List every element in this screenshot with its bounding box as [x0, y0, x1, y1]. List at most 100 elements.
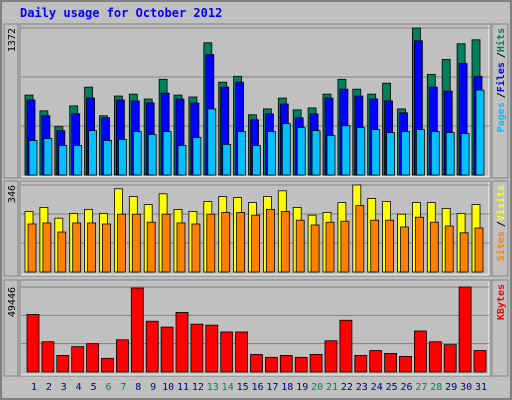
x-tick-label: 21 — [326, 382, 338, 393]
panel-bevel — [21, 25, 490, 178]
bar — [324, 340, 338, 373]
x-tick-label: 9 — [150, 382, 156, 393]
bar — [176, 222, 186, 273]
x-tick-label: 1 — [31, 382, 37, 393]
bar — [399, 355, 412, 373]
chart-title: Daily usage for October 2012 — [20, 6, 222, 20]
bar — [340, 220, 350, 273]
bar — [385, 219, 395, 273]
x-tick-label: 26 — [400, 382, 412, 393]
bar — [192, 137, 202, 176]
bar — [57, 231, 67, 273]
panel-bevel — [21, 281, 490, 376]
x-tick-label: 28 — [430, 382, 442, 393]
bar — [265, 208, 275, 273]
x-tick-label: 15 — [237, 382, 249, 393]
bar — [58, 145, 68, 176]
bar — [369, 350, 383, 373]
bar — [354, 355, 368, 373]
bar — [339, 319, 353, 373]
bar — [400, 226, 409, 273]
bar — [341, 125, 351, 176]
y-tick-label: 346 — [7, 185, 18, 203]
x-tick-label: 31 — [475, 382, 487, 393]
bar — [206, 213, 216, 273]
bar — [101, 357, 114, 373]
bar — [102, 223, 111, 273]
x-tick-label: 23 — [356, 382, 368, 393]
bar — [279, 355, 293, 373]
bar — [103, 140, 112, 176]
legend-entry: Files — [495, 62, 507, 92]
x-tick-label: 18 — [281, 382, 293, 393]
bar — [280, 211, 290, 273]
bar — [325, 221, 335, 273]
bar — [220, 331, 234, 373]
bar — [131, 213, 141, 273]
bar — [27, 223, 37, 273]
legend-separator: / — [496, 52, 507, 58]
bar — [28, 140, 38, 176]
bar — [117, 213, 126, 273]
bar — [41, 341, 55, 373]
bar — [295, 219, 305, 273]
legend-separator: / — [496, 221, 507, 227]
bar — [309, 354, 323, 373]
bar — [86, 343, 99, 373]
legend-entry: Sites — [495, 231, 507, 261]
bar — [72, 222, 82, 273]
x-tick-label: 19 — [296, 382, 308, 393]
panel-bevel — [21, 182, 490, 276]
bar — [191, 223, 201, 273]
bar — [326, 135, 336, 176]
bar — [415, 129, 425, 176]
legend-entry: KBytes — [496, 284, 507, 320]
bar — [384, 353, 398, 373]
bar — [386, 132, 396, 176]
x-tick-label: 2 — [46, 382, 52, 393]
x-tick-label: 14 — [222, 382, 234, 393]
bar — [460, 133, 470, 176]
bar — [443, 344, 457, 373]
bar — [71, 346, 85, 373]
legend-box — [491, 279, 509, 377]
x-tick-label: 24 — [371, 382, 383, 393]
bar — [311, 130, 321, 176]
bar — [445, 132, 455, 176]
axis-box — [3, 23, 19, 179]
legend-separator: / — [496, 92, 507, 98]
x-tick-label: 3 — [61, 382, 67, 393]
legend: KBytes — [496, 284, 507, 320]
x-tick-label: 27 — [415, 382, 427, 393]
bar — [458, 286, 472, 373]
bar — [205, 324, 219, 373]
bar — [474, 227, 484, 273]
x-tick-label: 13 — [207, 382, 219, 393]
x-tick-label: 7 — [120, 382, 126, 393]
bar — [190, 323, 204, 373]
x-tick-label: 8 — [135, 382, 141, 393]
x-tick-label: 22 — [341, 382, 353, 393]
bar — [310, 224, 320, 273]
bar — [414, 216, 424, 273]
legend: Sites /Visits — [495, 185, 507, 261]
bar — [177, 145, 187, 176]
bar — [444, 225, 454, 273]
bar — [147, 134, 157, 176]
bar — [459, 232, 469, 273]
bar — [413, 330, 427, 373]
bar — [88, 130, 97, 176]
bar — [371, 129, 381, 176]
x-tick-label: 11 — [177, 382, 189, 393]
bar — [370, 219, 380, 273]
bar — [294, 356, 308, 373]
bar — [42, 222, 52, 273]
x-tick-label: 17 — [266, 382, 278, 393]
x-tick-label: 25 — [386, 382, 398, 393]
bar — [356, 127, 366, 176]
bar — [222, 143, 232, 176]
bar — [251, 214, 260, 273]
bar — [160, 326, 174, 373]
legend-entry: Hits — [495, 28, 507, 52]
